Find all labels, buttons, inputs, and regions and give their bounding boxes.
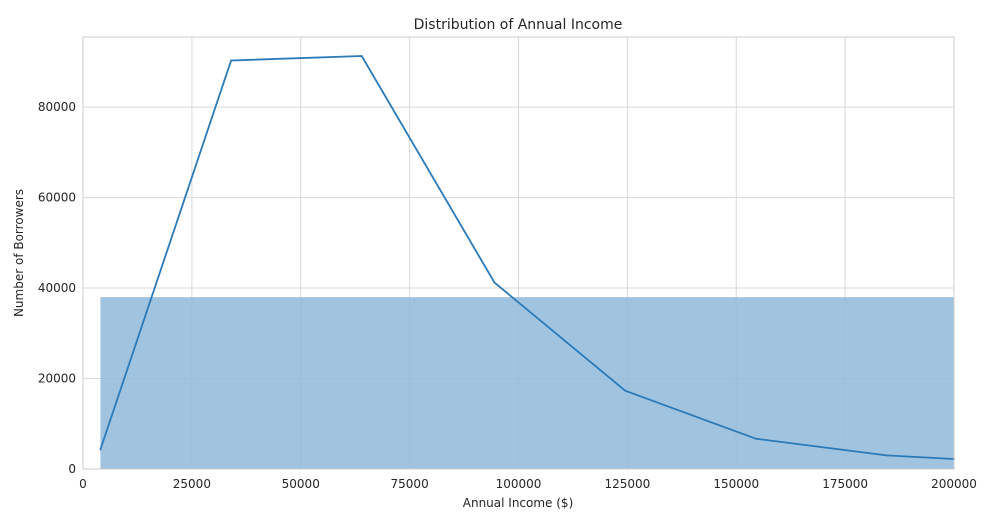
y-axis-label: Number of Borrowers [12, 189, 26, 317]
x-tick-label: 50000 [282, 477, 320, 491]
x-axis-ticks: 0 25000 50000 75000 100000 125000 150000 175000… [79, 477, 977, 491]
y-tick-label: 80000 [38, 100, 76, 114]
area-layer [100, 297, 955, 469]
x-tick-label: 0 [79, 477, 87, 491]
y-tick-label: 20000 [38, 372, 76, 386]
y-tick-label: 40000 [38, 281, 76, 295]
y-tick-label: 60000 [38, 191, 76, 205]
line-point [885, 454, 888, 457]
line-point [230, 59, 232, 62]
area-fill [100, 297, 955, 469]
line-point [754, 437, 757, 440]
x-axis-label: Annual Income ($) [463, 496, 574, 510]
plot-frame [82, 36, 955, 470]
line-point [493, 281, 496, 284]
x-tick-label: 150000 [713, 477, 759, 491]
line-point [360, 55, 363, 57]
chart-title: Distribution of Annual Income [414, 17, 623, 33]
x-tick-label: 75000 [391, 477, 429, 491]
x-tick-label: 25000 [173, 477, 211, 491]
line-layer [99, 55, 955, 460]
income-line [99, 55, 955, 460]
y-tick-label: 0 [68, 462, 76, 476]
x-tick-label: 200000 [931, 477, 977, 491]
x-tick-label: 125000 [604, 477, 650, 491]
line-point [99, 448, 102, 451]
x-tick-label: 100000 [496, 477, 542, 491]
x-tick-label: 175000 [822, 477, 868, 491]
y-axis-ticks: 0 20000 40000 60000 80000 [38, 100, 76, 476]
line-point [624, 389, 627, 392]
